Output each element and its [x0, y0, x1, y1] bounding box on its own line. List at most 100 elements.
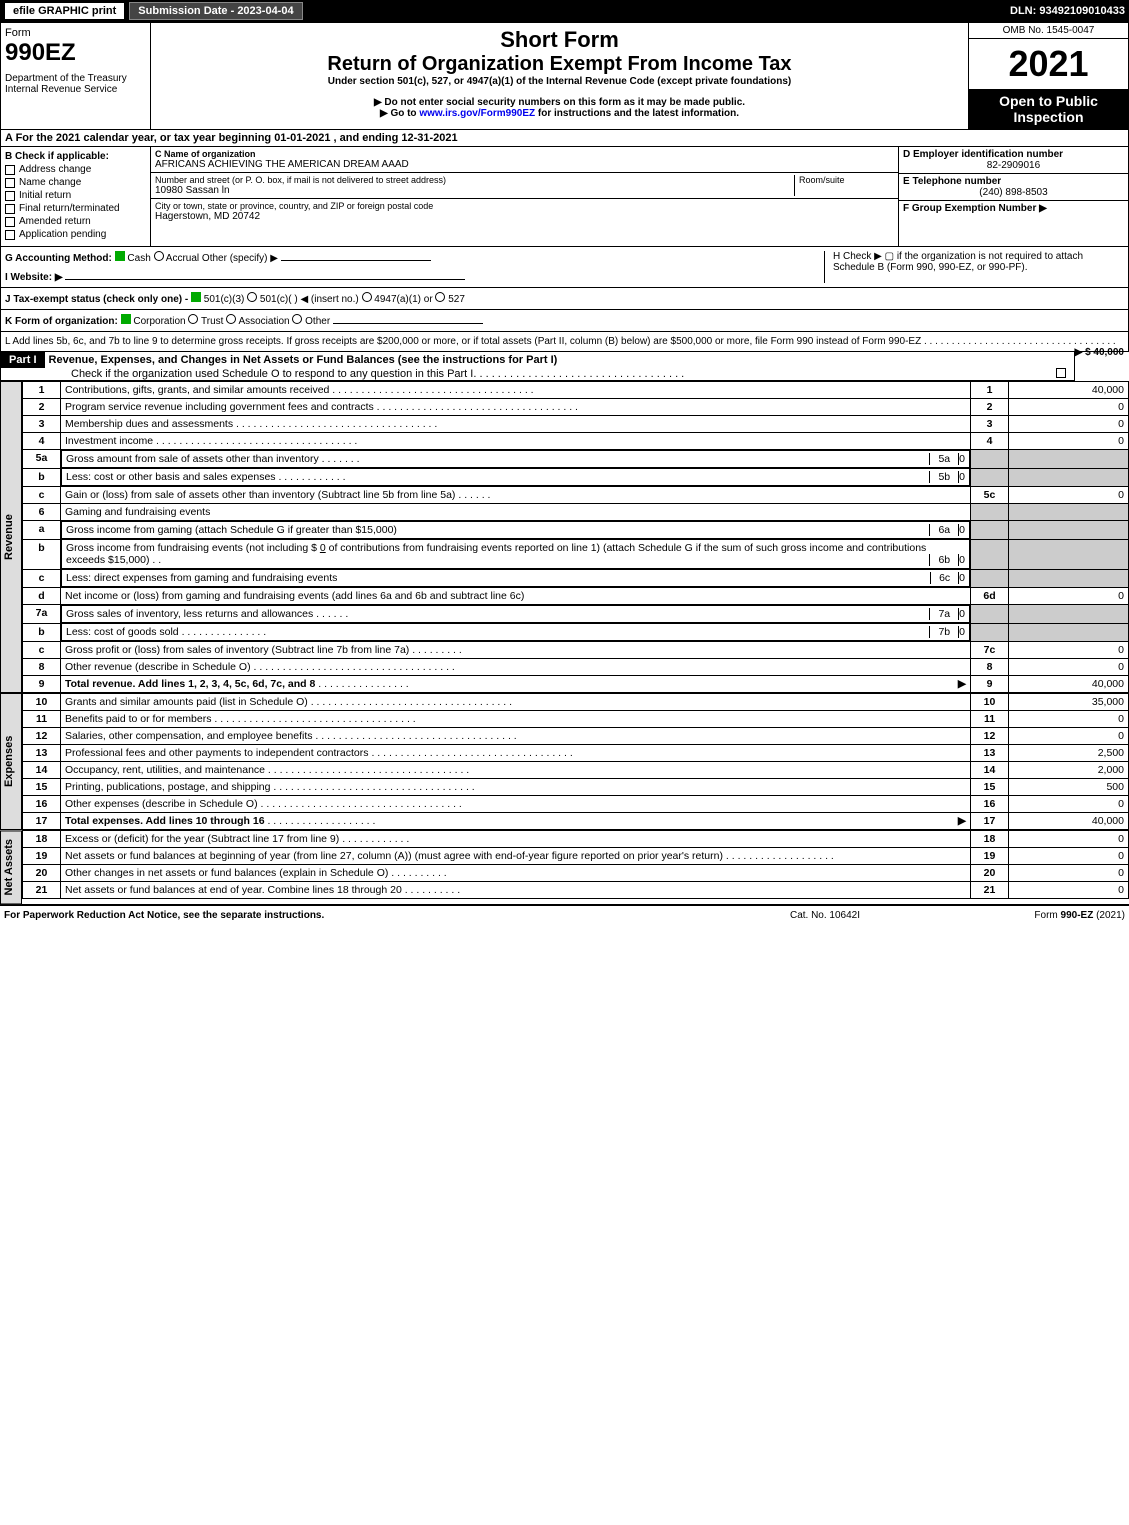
section-bcd: B Check if applicable: Address change Na… [0, 147, 1129, 247]
name-change-checkbox[interactable] [5, 178, 15, 188]
corporation-label: Corporation [133, 316, 185, 327]
form-word: Form [5, 27, 146, 39]
line-6: 6Gaming and fundraising events [23, 504, 1129, 521]
city-state-zip: Hagerstown, MD 20742 [155, 211, 894, 222]
association-radio[interactable] [226, 314, 236, 324]
department-label: Department of the Treasury Internal Reve… [5, 73, 146, 95]
paperwork-notice: For Paperwork Reduction Act Notice, see … [4, 910, 725, 921]
section-def: D Employer identification number 82-2909… [898, 147, 1128, 246]
revenue-tab: Revenue [0, 381, 22, 693]
part1-tag: Part I [1, 352, 45, 368]
501c-label: 501(c)( ) ◀ (insert no.) [260, 294, 359, 305]
other-org-input[interactable] [333, 323, 483, 324]
501c3-checkbox[interactable] [191, 292, 201, 302]
goto-post: for instructions and the latest informat… [535, 108, 739, 119]
ein-label: D Employer identification number [903, 149, 1124, 160]
telephone-value: (240) 898-8503 [903, 187, 1124, 198]
accrual-label: Accrual [166, 253, 199, 264]
goto-text: ▶ Go to www.irs.gov/Form990EZ for instru… [155, 108, 964, 119]
amended-return-checkbox[interactable] [5, 217, 15, 227]
catalog-number: Cat. No. 10642I [725, 910, 925, 921]
accrual-radio[interactable] [154, 251, 164, 261]
line-13: 13Professional fees and other payments t… [23, 745, 1129, 762]
line-5b: bLess: cost or other basis and sales exp… [23, 468, 1129, 487]
section-gh: G Accounting Method: Cash Accrual Other … [0, 247, 1129, 288]
line-6d: dNet income or (loss) from gaming and fu… [23, 588, 1129, 605]
top-bar: efile GRAPHIC print Submission Date - 20… [0, 0, 1129, 22]
goto-pre: ▶ Go to [380, 108, 419, 119]
line-7c: cGross profit or (loss) from sales of in… [23, 642, 1129, 659]
line-21: 21Net assets or fund balances at end of … [23, 882, 1129, 899]
line-16: 16Other expenses (describe in Schedule O… [23, 796, 1129, 813]
b-label: B Check if applicable: [5, 151, 146, 162]
amended-return-label: Amended return [19, 216, 91, 227]
section-c: C Name of organization AFRICANS ACHIEVIN… [151, 147, 898, 246]
page-footer: For Paperwork Reduction Act Notice, see … [0, 904, 1129, 925]
dln-label: DLN: 93492109010433 [1010, 5, 1125, 17]
net-assets-section: Net Assets 18Excess or (deficit) for the… [0, 830, 1129, 904]
4947-radio[interactable] [362, 292, 372, 302]
address-change-checkbox[interactable] [5, 165, 15, 175]
line-14: 14Occupancy, rent, utilities, and mainte… [23, 762, 1129, 779]
application-pending-label: Application pending [19, 229, 106, 240]
line-6c: cLess: direct expenses from gaming and f… [23, 569, 1129, 588]
cash-checkbox[interactable] [115, 251, 125, 261]
k-label: K Form of organization: [5, 316, 118, 327]
line-7b: bLess: cost of goods sold . . . . . . . … [23, 623, 1129, 642]
form-footer-label: Form 990-EZ (2021) [925, 910, 1125, 921]
no-ssn-text: ▶ Do not enter social security numbers o… [155, 97, 964, 108]
line-6a: aGross income from gaming (attach Schedu… [23, 521, 1129, 540]
line-8: 8Other revenue (describe in Schedule O)8… [23, 659, 1129, 676]
schedule-o-checkbox[interactable] [1056, 368, 1066, 378]
line-7a: 7aGross sales of inventory, less returns… [23, 605, 1129, 624]
line-3: 3Membership dues and assessments30 [23, 416, 1129, 433]
submission-date-label: Submission Date - 2023-04-04 [129, 2, 302, 20]
org-name-label: C Name of organization [155, 149, 894, 159]
cash-label: Cash [127, 253, 150, 264]
group-exemption-label: F Group Exemption Number ▶ [899, 201, 1128, 216]
irs-link[interactable]: www.irs.gov/Form990EZ [419, 108, 535, 119]
net-assets-tab: Net Assets [0, 830, 22, 904]
revenue-section: Revenue 1Contributions, gifts, grants, a… [0, 381, 1129, 693]
street-label: Number and street (or P. O. box, if mail… [155, 175, 794, 185]
part1-title: Revenue, Expenses, and Changes in Net As… [45, 352, 562, 368]
name-change-label: Name change [19, 177, 81, 188]
line-15: 15Printing, publications, postage, and s… [23, 779, 1129, 796]
line-11: 11Benefits paid to or for members110 [23, 711, 1129, 728]
trust-radio[interactable] [188, 314, 198, 324]
other-org-radio[interactable] [292, 314, 302, 324]
city-label: City or town, state or province, country… [155, 201, 894, 211]
initial-return-checkbox[interactable] [5, 191, 15, 201]
part1-header: Part I Revenue, Expenses, and Changes in… [0, 352, 1075, 381]
l-amount: ▶ $ 40,000 [1075, 347, 1124, 358]
tax-year: 2021 [969, 39, 1128, 89]
final-return-checkbox[interactable] [5, 204, 15, 214]
line-2: 2Program service revenue including gover… [23, 399, 1129, 416]
line-18: 18Excess or (deficit) for the year (Subt… [23, 831, 1129, 848]
part1-check-text: Check if the organization used Schedule … [71, 368, 473, 380]
other-method-input[interactable] [281, 260, 431, 261]
association-label: Association [238, 316, 289, 327]
other-org-label: Other [305, 316, 330, 327]
expenses-section: Expenses 10Grants and similar amounts pa… [0, 693, 1129, 830]
501c-radio[interactable] [247, 292, 257, 302]
omb-number: OMB No. 1545-0047 [969, 23, 1128, 39]
line-9: 9Total revenue. Add lines 1, 2, 3, 4, 5c… [23, 676, 1129, 693]
section-l: L Add lines 5b, 6c, and 7b to line 9 to … [0, 332, 1129, 352]
section-b: B Check if applicable: Address change Na… [1, 147, 151, 246]
street-address: 10980 Sassan ln [155, 185, 794, 196]
telephone-label: E Telephone number [903, 176, 1124, 187]
initial-return-label: Initial return [19, 190, 71, 201]
h-text: H Check ▶ ▢ if the organization is not r… [824, 251, 1124, 283]
org-name: AFRICANS ACHIEVING THE AMERICAN DREAM AA… [155, 159, 894, 170]
corporation-checkbox[interactable] [121, 314, 131, 324]
expenses-tab: Expenses [0, 693, 22, 830]
efile-print-button[interactable]: efile GRAPHIC print [4, 2, 125, 20]
website-input[interactable] [65, 279, 465, 280]
line-5a: 5aGross amount from sale of assets other… [23, 450, 1129, 469]
short-form-title: Short Form [155, 27, 964, 53]
j-label: J Tax-exempt status (check only one) - [5, 294, 188, 305]
section-a-tax-year: A For the 2021 calendar year, or tax yea… [0, 130, 1129, 147]
application-pending-checkbox[interactable] [5, 230, 15, 240]
527-radio[interactable] [435, 292, 445, 302]
